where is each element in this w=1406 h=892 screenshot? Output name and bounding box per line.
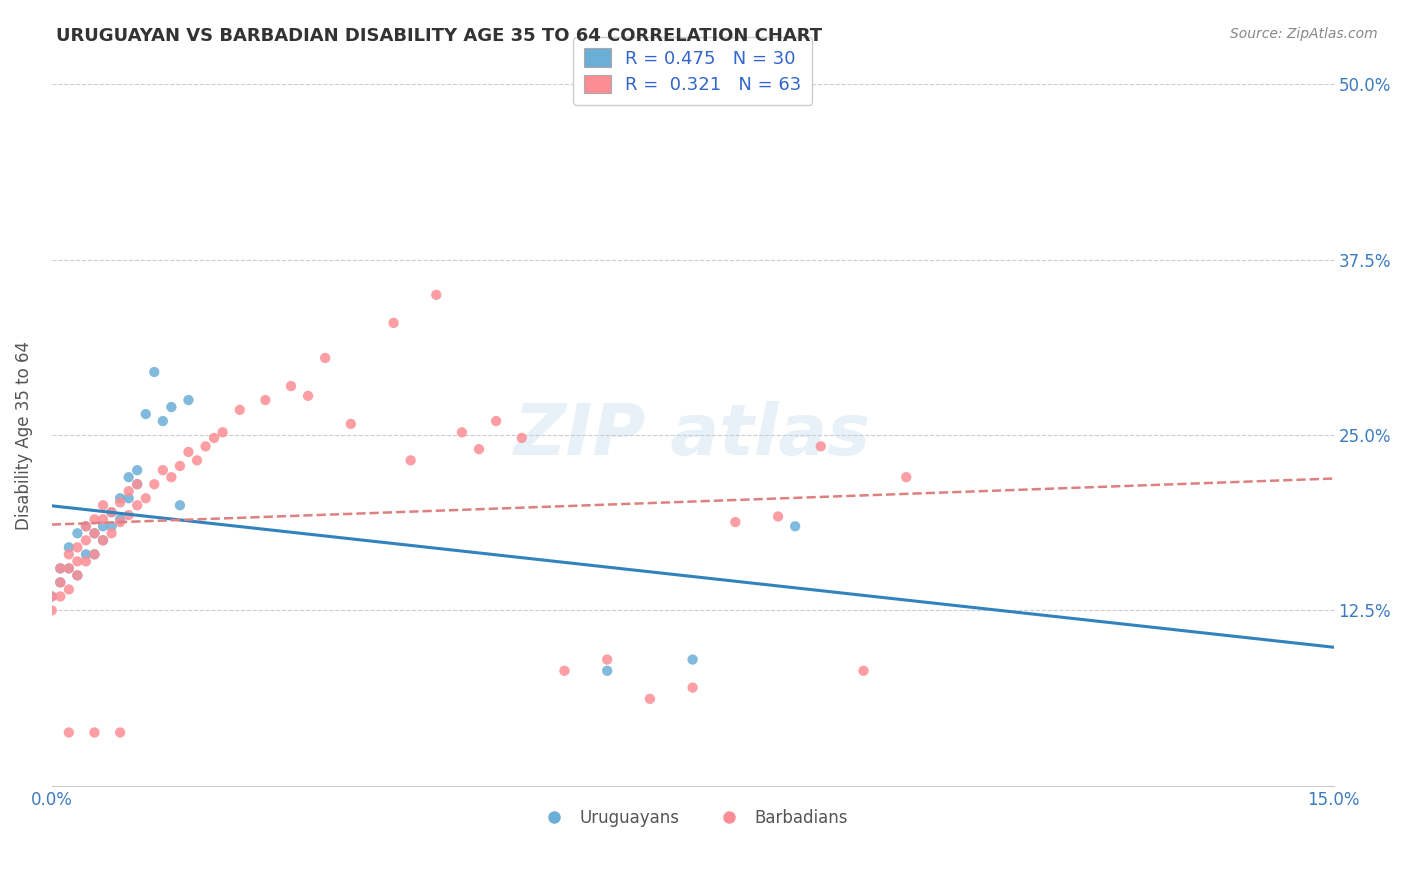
Point — [100, 505, 122, 519]
Point — [682, 681, 704, 695]
Point — [425, 288, 447, 302]
Point — [108, 512, 131, 526]
Point — [58, 561, 80, 575]
Point — [83, 725, 105, 739]
Point — [118, 508, 141, 522]
Point — [314, 351, 336, 365]
Y-axis label: Disability Age 35 to 64: Disability Age 35 to 64 — [15, 341, 32, 530]
Point — [135, 491, 157, 506]
Point — [254, 392, 277, 407]
Point — [83, 547, 105, 561]
Text: ZIP atlas: ZIP atlas — [515, 401, 872, 469]
Point — [596, 652, 619, 666]
Point — [58, 561, 80, 575]
Point — [152, 414, 174, 428]
Point — [297, 389, 319, 403]
Point — [41, 590, 63, 604]
Point — [91, 533, 114, 548]
Point — [58, 725, 80, 739]
Point — [83, 547, 105, 561]
Point — [66, 526, 89, 541]
Point — [596, 664, 619, 678]
Point — [280, 379, 302, 393]
Point — [49, 561, 72, 575]
Point — [186, 453, 208, 467]
Point — [41, 603, 63, 617]
Point — [202, 431, 225, 445]
Point — [766, 509, 789, 524]
Point — [399, 453, 422, 467]
Point — [83, 526, 105, 541]
Text: Source: ZipAtlas.com: Source: ZipAtlas.com — [1230, 27, 1378, 41]
Point — [682, 652, 704, 666]
Point — [66, 568, 89, 582]
Point — [229, 402, 252, 417]
Point — [127, 498, 149, 512]
Point — [510, 431, 533, 445]
Point — [108, 495, 131, 509]
Point — [118, 470, 141, 484]
Point — [143, 477, 166, 491]
Point — [169, 498, 191, 512]
Point — [41, 590, 63, 604]
Point — [49, 575, 72, 590]
Point — [66, 554, 89, 568]
Point — [135, 407, 157, 421]
Point — [169, 458, 191, 473]
Point — [160, 470, 183, 484]
Point — [58, 547, 80, 561]
Point — [75, 533, 97, 548]
Text: URUGUAYAN VS BARBADIAN DISABILITY AGE 35 TO 64 CORRELATION CHART: URUGUAYAN VS BARBADIAN DISABILITY AGE 35… — [56, 27, 823, 45]
Point — [785, 519, 807, 533]
Point — [382, 316, 405, 330]
Point — [553, 664, 575, 678]
Point — [810, 439, 832, 453]
Point — [108, 515, 131, 529]
Point — [177, 445, 200, 459]
Point — [194, 439, 217, 453]
Point — [152, 463, 174, 477]
Point — [451, 425, 474, 440]
Point — [66, 541, 89, 555]
Point — [100, 526, 122, 541]
Point — [852, 664, 875, 678]
Point — [75, 547, 97, 561]
Point — [66, 568, 89, 582]
Point — [83, 526, 105, 541]
Point — [58, 582, 80, 597]
Point — [468, 442, 491, 457]
Point — [75, 554, 97, 568]
Point — [49, 590, 72, 604]
Point — [118, 491, 141, 506]
Point — [75, 519, 97, 533]
Point — [638, 691, 661, 706]
Point — [100, 519, 122, 533]
Point — [485, 414, 508, 428]
Point — [340, 417, 363, 431]
Point — [100, 505, 122, 519]
Point — [118, 484, 141, 499]
Point — [211, 425, 233, 440]
Point — [91, 512, 114, 526]
Point — [91, 498, 114, 512]
Point — [724, 515, 747, 529]
Point — [91, 533, 114, 548]
Point — [58, 541, 80, 555]
Point — [160, 400, 183, 414]
Point — [127, 477, 149, 491]
Point — [91, 519, 114, 533]
Point — [896, 470, 918, 484]
Point — [108, 491, 131, 506]
Legend: Uruguayans, Barbadians: Uruguayans, Barbadians — [531, 802, 855, 833]
Point — [49, 575, 72, 590]
Point — [108, 725, 131, 739]
Point — [75, 519, 97, 533]
Point — [83, 512, 105, 526]
Point — [49, 561, 72, 575]
Point — [177, 392, 200, 407]
Point — [143, 365, 166, 379]
Point — [127, 477, 149, 491]
Point — [127, 463, 149, 477]
